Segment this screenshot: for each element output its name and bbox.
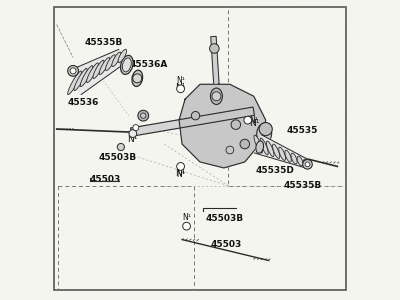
Text: N¹: N¹ [182, 213, 191, 222]
Ellipse shape [132, 70, 143, 86]
Circle shape [177, 85, 184, 93]
Text: 45536A: 45536A [130, 60, 168, 69]
Text: 45503B: 45503B [206, 214, 244, 223]
Ellipse shape [87, 63, 98, 83]
Circle shape [191, 112, 200, 120]
Circle shape [240, 139, 250, 149]
Text: 45503: 45503 [210, 240, 242, 249]
Ellipse shape [74, 68, 87, 91]
Circle shape [133, 124, 139, 130]
Ellipse shape [303, 159, 309, 168]
Text: 45535B: 45535B [85, 38, 123, 47]
Circle shape [210, 44, 219, 53]
Bar [228, 7, 345, 186]
Ellipse shape [93, 60, 104, 79]
Text: 45536: 45536 [67, 98, 98, 107]
Polygon shape [179, 84, 266, 168]
Circle shape [140, 113, 146, 118]
Circle shape [177, 163, 184, 170]
Circle shape [259, 122, 272, 136]
Circle shape [305, 162, 310, 167]
Text: 45535B: 45535B [284, 181, 322, 190]
Bar [58, 186, 194, 290]
Ellipse shape [279, 147, 286, 160]
Ellipse shape [80, 66, 93, 87]
Circle shape [133, 74, 142, 83]
Ellipse shape [285, 150, 291, 162]
Text: 45535: 45535 [286, 126, 318, 135]
Ellipse shape [210, 88, 222, 104]
Polygon shape [131, 107, 254, 136]
Ellipse shape [272, 144, 280, 158]
Circle shape [244, 116, 252, 124]
Circle shape [183, 222, 190, 230]
Text: 45503B: 45503B [98, 153, 136, 162]
Text: N¹: N¹ [176, 83, 186, 92]
Text: 45503: 45503 [90, 176, 121, 184]
Polygon shape [254, 135, 308, 168]
Text: N¹: N¹ [176, 76, 185, 85]
Circle shape [70, 68, 76, 74]
Circle shape [303, 160, 312, 169]
Ellipse shape [297, 156, 303, 166]
Text: N¹: N¹ [176, 170, 185, 179]
Text: N¹: N¹ [249, 118, 260, 127]
Ellipse shape [120, 56, 133, 74]
Circle shape [212, 92, 221, 101]
Polygon shape [68, 50, 126, 94]
Ellipse shape [260, 138, 268, 155]
Ellipse shape [266, 141, 274, 157]
Ellipse shape [68, 71, 82, 94]
Circle shape [68, 65, 78, 76]
Ellipse shape [122, 58, 131, 72]
Polygon shape [211, 36, 219, 85]
Ellipse shape [257, 123, 272, 144]
Ellipse shape [256, 141, 264, 153]
Ellipse shape [118, 49, 126, 62]
Ellipse shape [291, 153, 297, 164]
Circle shape [129, 130, 137, 137]
Circle shape [117, 143, 124, 151]
Ellipse shape [112, 52, 121, 67]
Text: N¹: N¹ [249, 116, 258, 124]
Circle shape [226, 146, 234, 154]
Ellipse shape [254, 135, 262, 153]
Text: 45535D: 45535D [255, 167, 294, 176]
Ellipse shape [99, 58, 110, 75]
Circle shape [231, 120, 241, 129]
Text: N¹: N¹ [176, 169, 186, 178]
Ellipse shape [106, 55, 115, 70]
Circle shape [138, 110, 149, 121]
Text: N¹: N¹ [127, 135, 137, 144]
